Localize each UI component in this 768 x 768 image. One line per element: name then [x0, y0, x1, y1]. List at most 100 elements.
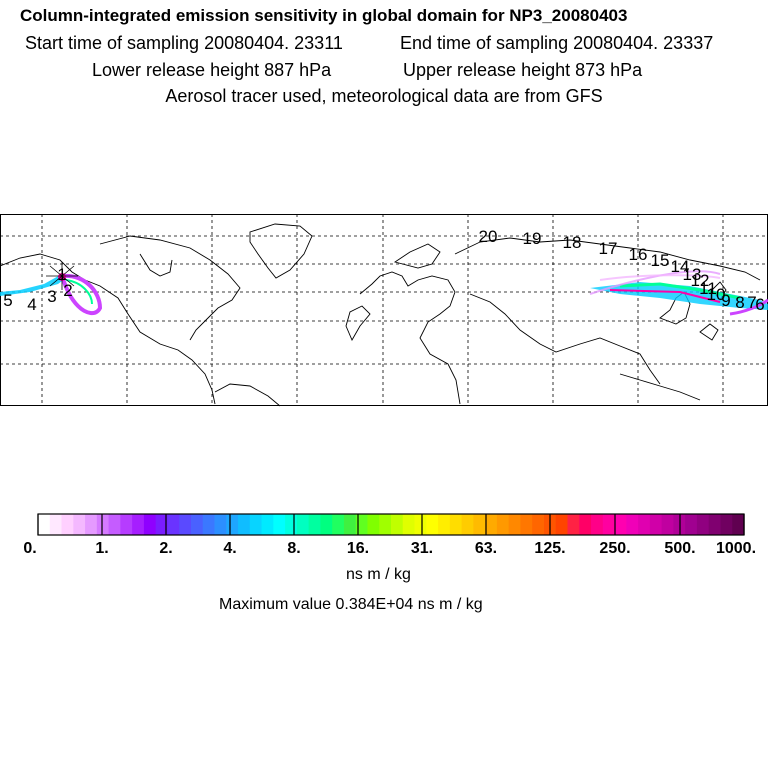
color-scale-cell	[179, 514, 192, 535]
map-frame	[0, 214, 768, 406]
units-label: ns m / kg	[346, 566, 411, 583]
trajectory-label-15: 15	[651, 251, 670, 270]
color-scale-cell	[49, 514, 63, 535]
trajectory-label-17: 17	[599, 239, 618, 258]
color-scale-cell	[485, 514, 498, 535]
coastlines	[0, 223, 761, 407]
color-scale-cell	[614, 514, 627, 535]
color-scale-cell	[273, 514, 286, 535]
trajectory-label-16: 16	[629, 245, 648, 264]
color-scale-cell	[320, 514, 333, 535]
color-scale-cell	[285, 514, 298, 535]
color-scale-cell	[696, 514, 710, 535]
color-scale-cell	[402, 514, 416, 535]
lat-lon-grid	[0, 214, 768, 406]
color-scale-cell	[579, 514, 592, 535]
color-scale-cell	[379, 514, 392, 535]
color-scale-cell	[661, 514, 674, 535]
trajectory-label-1: 1	[57, 265, 66, 284]
color-scale-cell	[120, 514, 133, 535]
upper-release-text: Upper release height 873 hPa	[403, 60, 643, 80]
trajectory-label-18: 18	[563, 233, 582, 252]
color-scale-cell	[532, 514, 545, 535]
color-scale-cell	[238, 514, 251, 535]
color-scale-cell	[449, 514, 463, 535]
emission-plume-east	[589, 270, 768, 316]
trajectory-label-14: 14	[671, 257, 690, 276]
color-scale-cell	[226, 514, 239, 535]
color-scale-cell	[426, 514, 439, 535]
trajectory-label-2: 2	[63, 281, 72, 300]
trajectory-label-5: 5	[3, 291, 12, 310]
color-scale-label-9: 250.	[599, 540, 630, 557]
plume-core-east	[590, 282, 768, 310]
color-scale-cell	[261, 514, 274, 535]
trajectory-label-19: 19	[523, 229, 542, 248]
start-time-text: Start time of sampling 20080404. 23311	[25, 33, 343, 53]
trajectory-label-13: 13	[683, 265, 702, 284]
color-scale-cell	[438, 514, 451, 535]
color-scale-cell	[473, 514, 486, 535]
color-scale-cell	[567, 514, 580, 535]
color-scale-cell	[308, 514, 321, 535]
color-scale-cell	[555, 514, 569, 535]
tracer-note: Aerosol tracer used, meteorological data…	[165, 86, 603, 106]
color-scale-cell	[202, 514, 216, 535]
trajectory-label-3: 3	[47, 287, 56, 306]
color-scale-label-0: 0.	[23, 540, 36, 557]
trajectory-label-7: 7	[747, 293, 756, 312]
color-scale-cell	[367, 514, 380, 535]
color-scale-cell	[591, 514, 604, 535]
color-scale-cell	[167, 514, 180, 535]
color-scale-cell	[108, 514, 121, 535]
color-scale-ticks	[37, 514, 745, 535]
lower-release-text: Lower release height 887 hPa	[92, 60, 332, 80]
color-scale-cell	[508, 514, 522, 535]
color-scale-tick-labels: 0. 1. 2. 4. 8. 16. 31. 63. 125. 250. 500. 1000.	[23, 540, 756, 557]
color-scale-label-3: 4.	[223, 540, 236, 557]
color-scale-cell	[155, 514, 169, 535]
color-scale-label-6: 31.	[411, 540, 433, 557]
trajectory-label-9: 9	[721, 291, 730, 310]
color-scale-label-5: 16.	[347, 540, 369, 557]
plume-core-west	[0, 274, 66, 296]
color-scale-cell	[602, 514, 616, 535]
plume-loop-west	[59, 273, 103, 315]
color-scale-cell	[720, 514, 733, 535]
color-scale-cell	[520, 514, 533, 535]
emission-plume-west	[0, 262, 103, 315]
color-scale-label-4: 8.	[287, 540, 300, 557]
color-scale-label-8: 125.	[534, 540, 565, 557]
color-scale-cell	[343, 514, 357, 535]
color-scale-cell	[249, 514, 263, 535]
color-scale-label-1: 1.	[95, 540, 108, 557]
trajectory-label-8: 8	[735, 293, 744, 312]
end-time-text: End time of sampling 20080404. 23337	[400, 33, 714, 53]
color-scale-cell	[461, 514, 474, 535]
color-scale-cell	[496, 514, 510, 535]
release-site-star	[46, 262, 78, 290]
maximum-value-label: Maximum value 0.384E+04 ns m / kg	[219, 596, 483, 613]
color-scale-cell	[38, 514, 51, 535]
color-scale-label-11: 1000.	[716, 540, 756, 557]
color-scale-cell	[626, 514, 639, 535]
color-scale-cell	[732, 514, 745, 535]
color-scale-label-2: 2.	[159, 540, 172, 557]
color-scale-cell	[190, 514, 204, 535]
color-scale-cell	[708, 514, 722, 535]
color-scale-cell	[96, 514, 110, 535]
trajectory-label-20: 20	[479, 227, 498, 246]
color-scale-label-7: 63.	[475, 540, 497, 557]
color-scale-cell	[85, 514, 98, 535]
color-scale-cell	[638, 514, 651, 535]
trajectory-label-11: 11	[699, 279, 717, 298]
trajectory-label-10: 10	[707, 285, 726, 304]
color-scale-cell	[132, 514, 145, 535]
color-scale-cell	[61, 514, 74, 535]
color-scale-cell	[214, 514, 227, 535]
color-scale-label-10: 500.	[664, 540, 695, 557]
color-scale-cell	[391, 514, 404, 535]
color-scale-cell	[414, 514, 427, 535]
